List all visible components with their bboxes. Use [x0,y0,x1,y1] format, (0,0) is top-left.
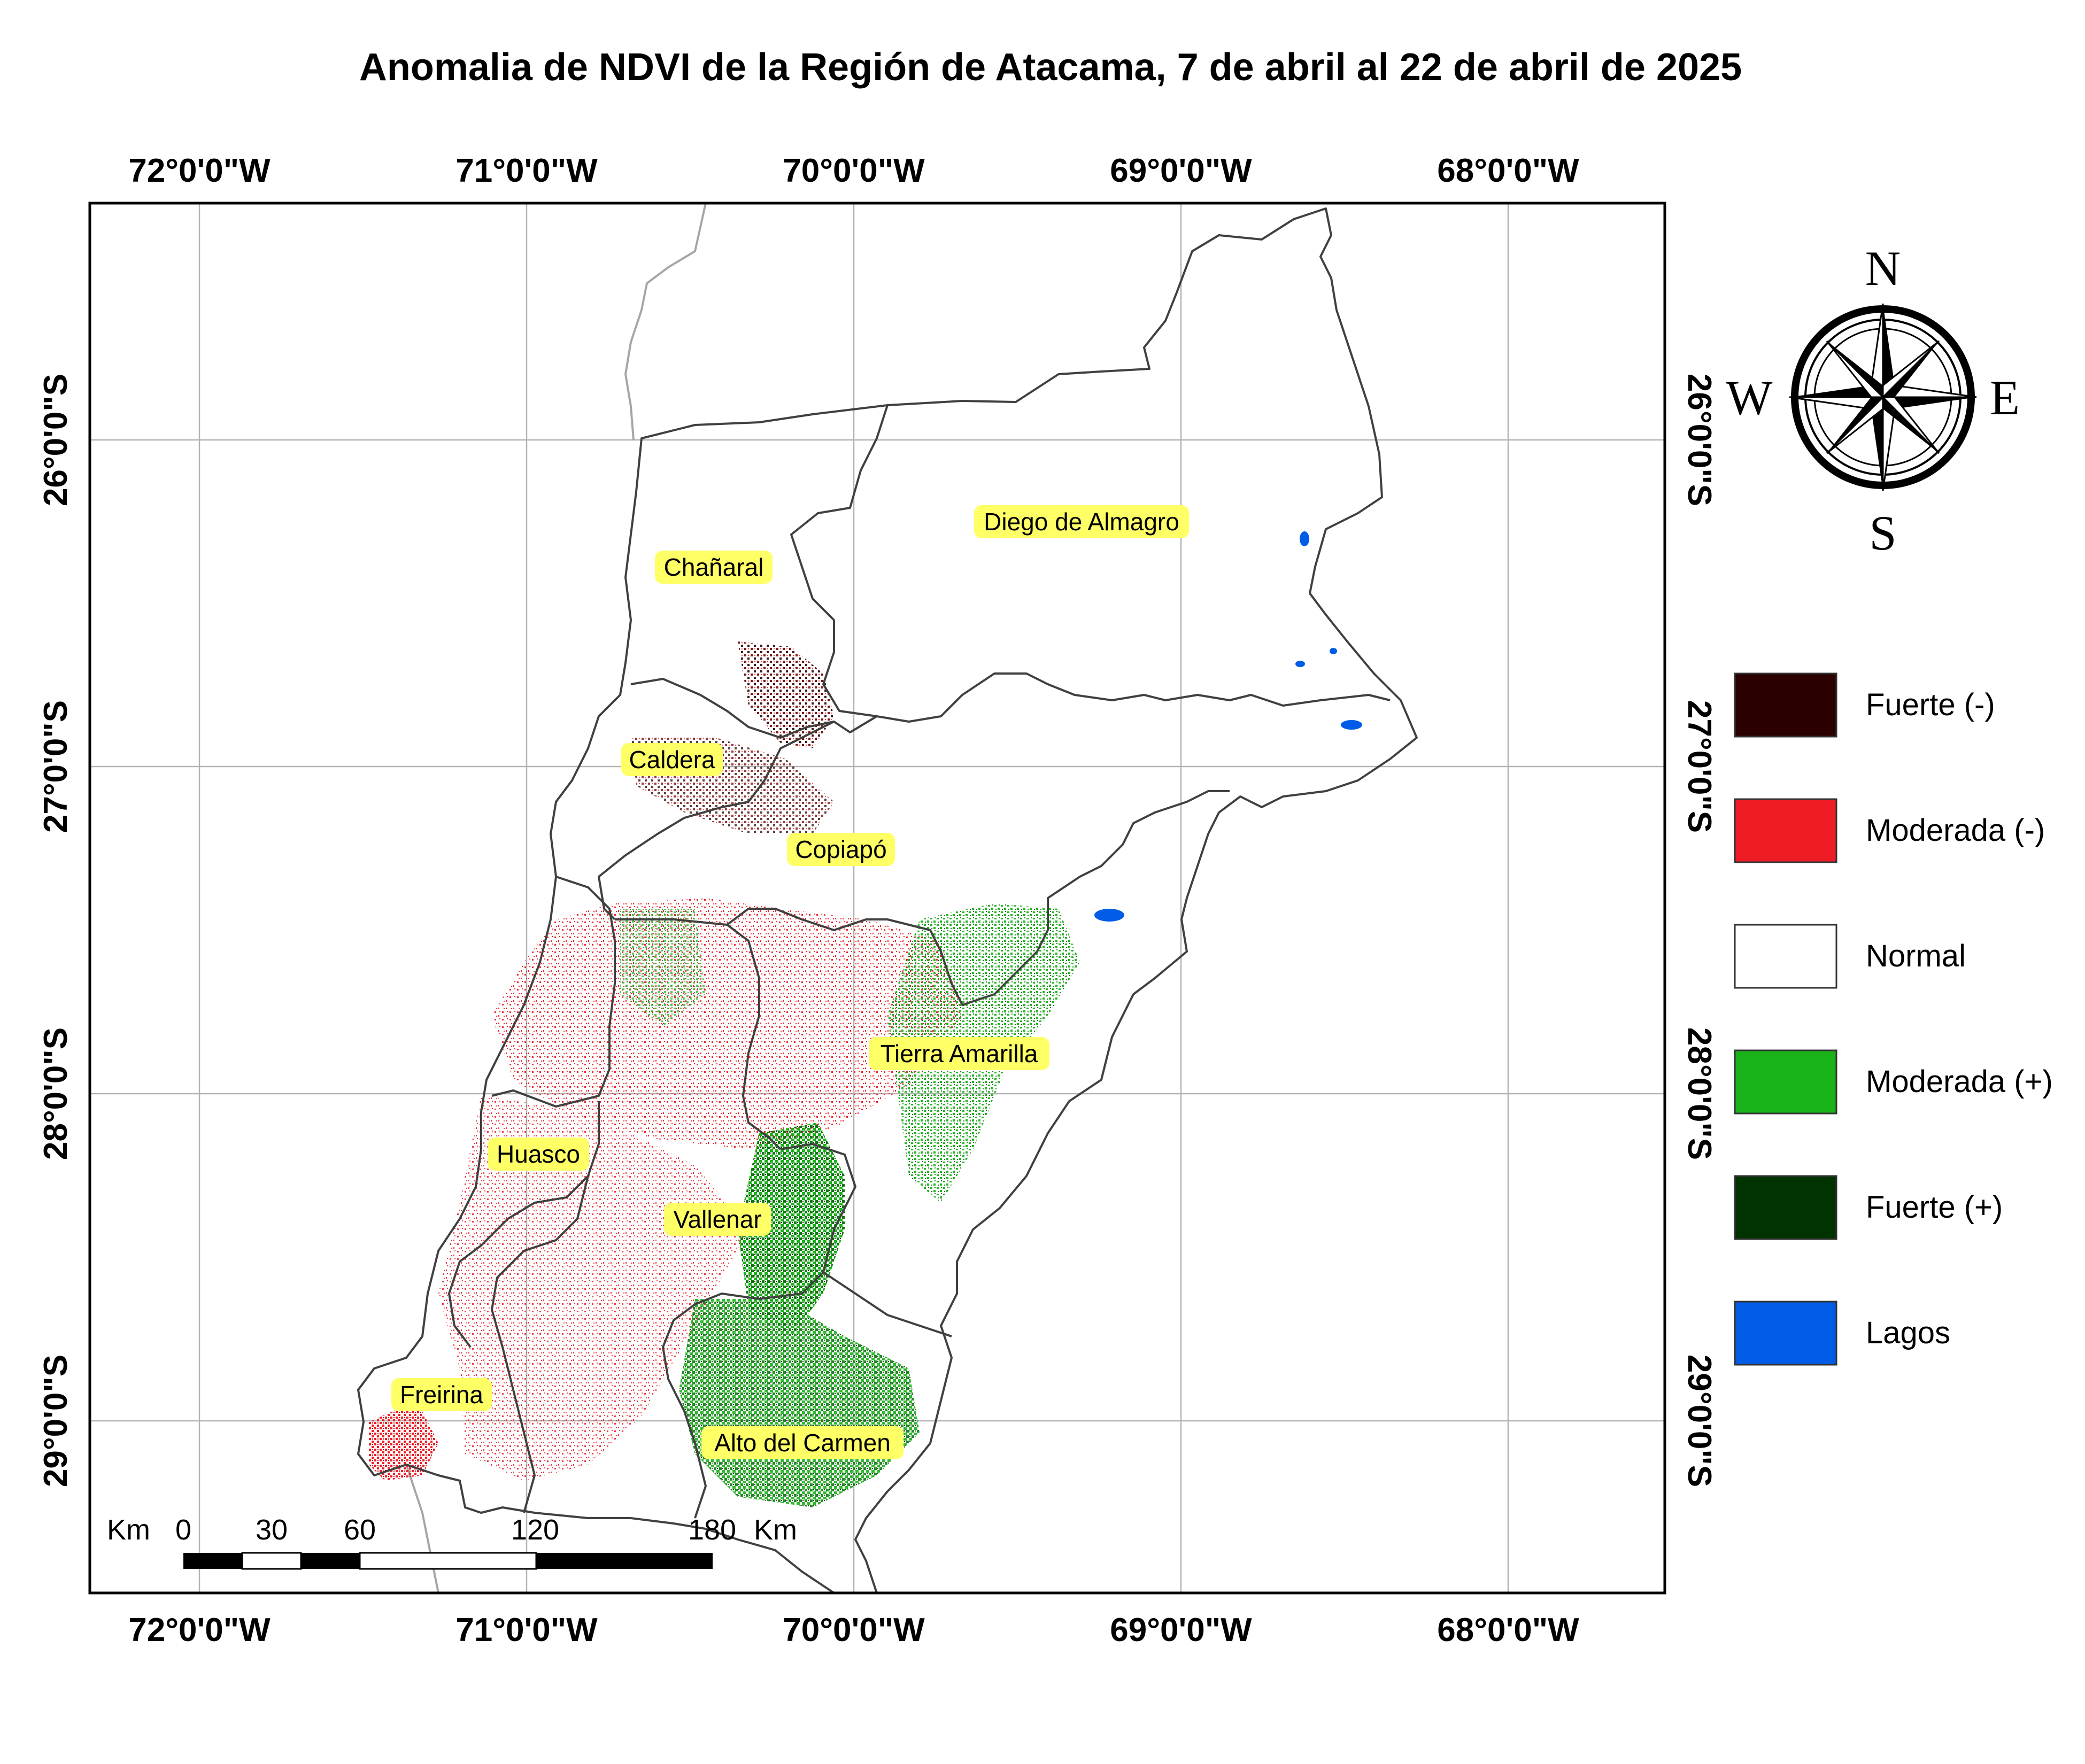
lon-tick-label: 72°0'0"W [128,152,271,189]
anomaly-red-south-west [438,1096,748,1481]
compass-south-label: S [1869,506,1896,560]
legend-swatch [1734,798,1837,863]
lakes-layer [1094,531,1362,922]
lake [1295,661,1305,667]
svg-text:Fuerte (+): Fuerte (+) [1866,1190,2003,1225]
map-title: Anomalia de NDVI de la Región de Atacama… [359,46,1742,89]
scale-tick-label: 120 [511,1514,559,1546]
svg-text:Lagos: Lagos [1866,1316,1950,1350]
commune-boundaries [448,405,1391,1519]
lon-tick-label: 71°0'0"W [455,152,598,189]
legend-item: Moderada (-) [1734,798,2045,863]
lon-tick-label: 72°0'0"W [128,1612,271,1649]
lat-tick-label: 28°0'0"S [1681,1027,1718,1160]
neighbor-coast-line [405,1464,439,1593]
scale-tick-label: 180 [688,1514,736,1546]
legend-item: Fuerte (-) [1734,672,1995,738]
legend-swatch [1734,1175,1837,1240]
lat-tick-label: 29°0'0"S [37,1355,74,1487]
svg-text:Normal: Normal [1866,939,1966,973]
lon-tick-label: 70°0'0"W [783,1612,925,1649]
legend-swatch [1734,1049,1837,1115]
map-frame [88,202,1666,1595]
svg-text:Moderada (+): Moderada (+) [1866,1064,2053,1099]
svg-text:Vallenar: Vallenar [673,1205,761,1233]
place-label-tierra-amarilla: Tierra Amarilla [869,1037,1049,1070]
lat-tick-label: 26°0'0"S [37,374,74,506]
lon-tick-label: 71°0'0"W [455,1612,598,1649]
anomaly-red-freirina [369,1401,438,1481]
svg-text:Freirina: Freirina [400,1381,483,1409]
svg-text:Huasco: Huasco [497,1140,580,1168]
lat-tick-label: 26°0'0"S [1681,374,1718,506]
compass-east-label: E [1990,370,2020,425]
latitude-labels-right: 26°0'0"S 27°0'0"S 28°0'0"S 29°0'0"S [1681,374,1718,1487]
lon-tick-label: 70°0'0"W [783,152,925,189]
scale-tick-label: 0 [175,1514,191,1546]
ndvi-anomaly-raster [369,641,1080,1507]
legend-swatch [1734,1301,1837,1366]
anomaly-green-alto [679,1299,920,1507]
lon-tick-label: 69°0'0"W [1110,1612,1252,1649]
place-label-freirina: Freirina [391,1378,492,1411]
legend-item: Normal [1734,924,1966,989]
lon-tick-label: 68°0'0"W [1437,1612,1579,1649]
svg-text:Moderada (-): Moderada (-) [1866,813,2045,848]
legend-swatch [1734,924,1837,989]
anomaly-green-vallenar [738,1123,845,1336]
scale-tick-label: 60 [344,1514,376,1546]
place-labels: Diego de Almagro Chañaral Caldera Copiap… [391,505,1189,1459]
place-label-caldera: Caldera [621,743,723,776]
svg-text:Copiapó: Copiapó [795,835,886,863]
lat-tick-label: 29°0'0"S [1681,1355,1718,1487]
lat-tick-label: 28°0'0"S [37,1027,74,1160]
lon-tick-label: 69°0'0"W [1110,152,1252,189]
place-label-alto-del-carmen: Alto del Carmen [701,1426,904,1459]
legend-swatch [1734,672,1837,738]
anomaly-green-west [620,909,706,1026]
scale-unit-left: Km [107,1514,150,1546]
lat-tick-label: 27°0'0"S [37,700,74,833]
svg-text:Tierra Amarilla: Tierra Amarilla [881,1040,1038,1067]
lake [1341,720,1362,730]
scale-tick-label: 30 [256,1514,288,1546]
svg-text:Caldera: Caldera [629,746,715,773]
anomaly-red-central [492,898,962,1149]
scale-bar: Km 0 30 60 120 180 Km [107,1514,797,1570]
lake [1330,648,1337,654]
lake [1300,531,1309,546]
svg-text:Diego de Almagro: Diego de Almagro [984,508,1179,536]
compass-rose: N S E W [1726,241,2020,560]
lake [1094,909,1124,922]
svg-text:Chañaral: Chañaral [664,553,764,581]
lat-tick-label: 27°0'0"S [1681,700,1718,833]
latitude-labels-left: 26°0'0"S 27°0'0"S 28°0'0"S 29°0'0"S [37,374,74,1487]
place-label-vallenar: Vallenar [664,1203,771,1236]
svg-text:Fuerte (-): Fuerte (-) [1866,687,1995,722]
scale-unit-right: Km [754,1514,797,1546]
svg-text:Alto del Carmen: Alto del Carmen [714,1429,891,1457]
map-body: Diego de Almagro Chañaral Caldera Copiap… [90,203,1665,1593]
place-label-diego-de-almagro: Diego de Almagro [974,505,1189,538]
place-label-copiapo: Copiapó [787,833,895,866]
place-label-huasco: Huasco [488,1138,589,1171]
legend: Fuerte (-) Moderada (-) Normal Moderada … [1734,672,2053,1366]
compass-star-icon [1789,303,1977,491]
neighbor-region-line [624,203,707,440]
compass-west-label: W [1726,370,1773,425]
legend-item: Lagos [1734,1301,1950,1366]
anomaly-darkred-north [738,641,834,748]
longitude-labels-bottom: 72°0'0"W 71°0'0"W 70°0'0"W 69°0'0"W 68°0… [128,1612,1579,1649]
legend-item: Fuerte (+) [1734,1175,2003,1240]
compass-north-label: N [1865,241,1901,296]
legend-item: Moderada (+) [1734,1049,2053,1115]
region-outline [357,207,1418,1593]
place-label-chanaral: Chañaral [655,551,773,584]
longitude-labels-top: 72°0'0"W 71°0'0"W 70°0'0"W 69°0'0"W 68°0… [128,152,1579,189]
lon-tick-label: 68°0'0"W [1437,152,1579,189]
